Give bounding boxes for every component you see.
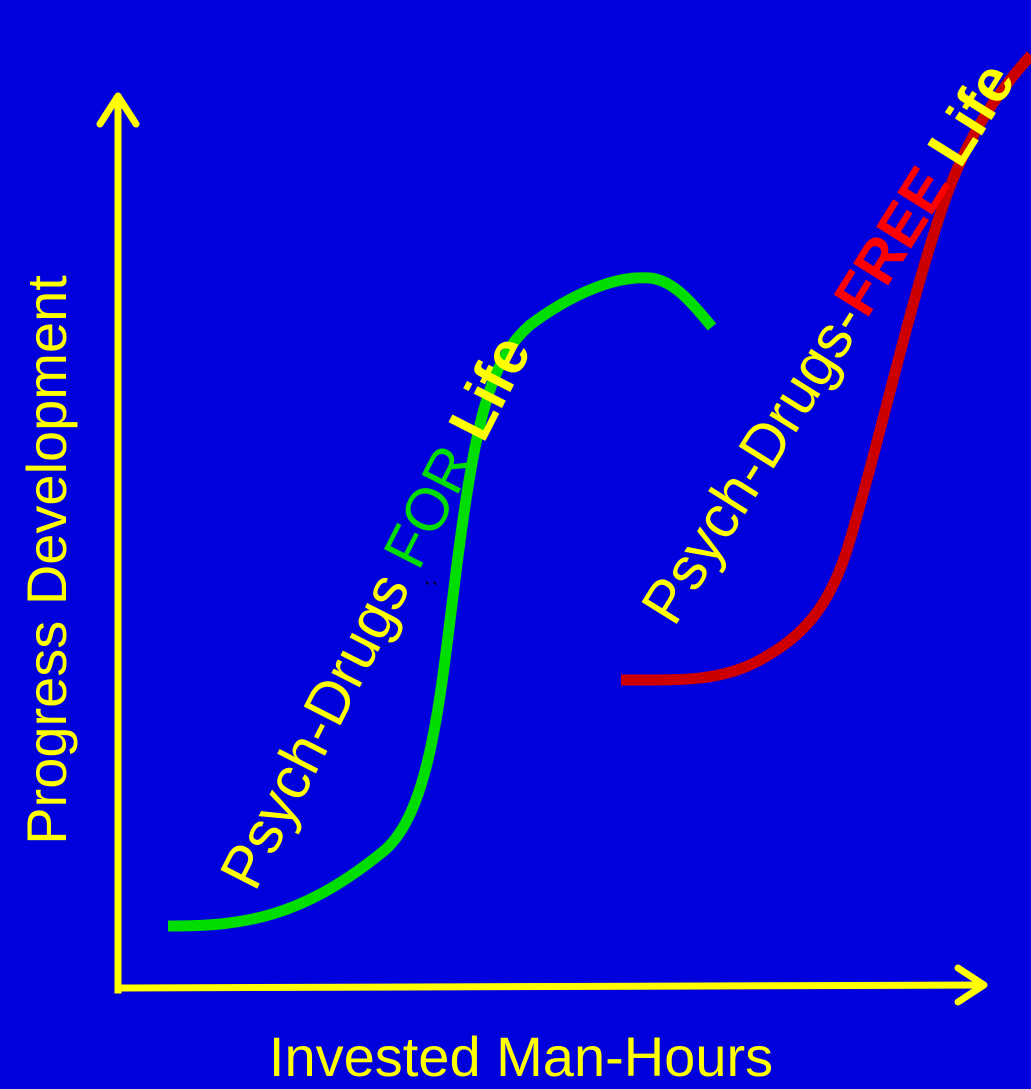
curve-for-label: Psych-Drugs FOR Life <box>207 325 544 899</box>
curve-for-label-prefix: Psych-Drugs <box>207 548 430 899</box>
curve-for-life <box>167 272 717 932</box>
x-axis-label: Invested Man-Hours <box>269 1025 773 1084</box>
x-axis <box>114 964 988 1006</box>
curve-free-label-emphasis: FREE <box>821 155 963 326</box>
x-axis-line <box>114 981 984 992</box>
curve-free-label: Psych-Drugs-FREE Life <box>628 51 1028 635</box>
curve-free-life <box>620 51 1031 686</box>
curve-free-label-prefix: Psych-Drugs- <box>628 291 877 635</box>
x-axis-arrowhead <box>954 964 988 1006</box>
y-axis-label: Progress Development <box>15 275 78 845</box>
stray-mark: `` <box>424 578 439 603</box>
y-axis-arrowhead <box>96 92 140 128</box>
curve-for-label-suffix: Life <box>428 325 544 465</box>
y-axis <box>96 92 140 994</box>
